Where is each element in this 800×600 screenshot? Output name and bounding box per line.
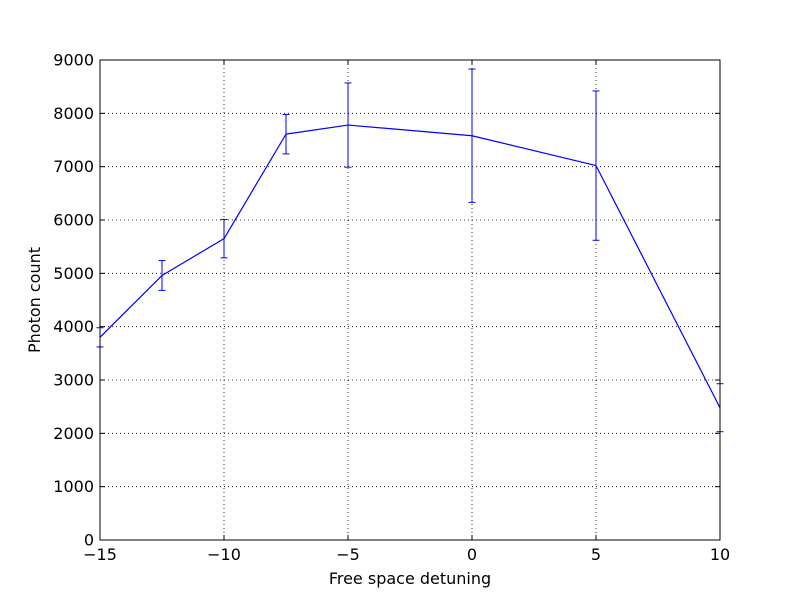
y-axis-label: Photon count <box>25 247 44 353</box>
y-tick-label: 2000 <box>53 424 94 443</box>
y-tick-label: 4000 <box>53 317 94 336</box>
series-line <box>99 124 721 409</box>
x-tick-label: −10 <box>207 545 241 564</box>
y-tick-label: 0 <box>84 531 94 550</box>
y-tick-label: 5000 <box>53 264 94 283</box>
x-tick-label: 5 <box>591 545 601 564</box>
x-axis-label: Free space detuning <box>329 569 491 588</box>
series <box>96 68 724 433</box>
y-tick-label: 3000 <box>53 371 94 390</box>
series-layer <box>96 68 724 433</box>
x-tick-label: 0 <box>467 545 477 564</box>
y-tick-label: 6000 <box>53 211 94 230</box>
y-tick-label: 8000 <box>53 104 94 123</box>
ticks: −15 −10 −5 0 5 10 0 1000 2000 3000 4000 5000 6000 700… <box>53 51 730 565</box>
x-tick-label: −5 <box>336 545 360 564</box>
plot-frame <box>99 59 721 541</box>
x-tick-label: −15 <box>83 545 117 564</box>
y-tick-label: 7000 <box>53 157 94 176</box>
y-tick-label: 1000 <box>53 477 94 496</box>
x-tick-label: 10 <box>710 545 730 564</box>
y-tick-label: 9000 <box>53 51 94 70</box>
